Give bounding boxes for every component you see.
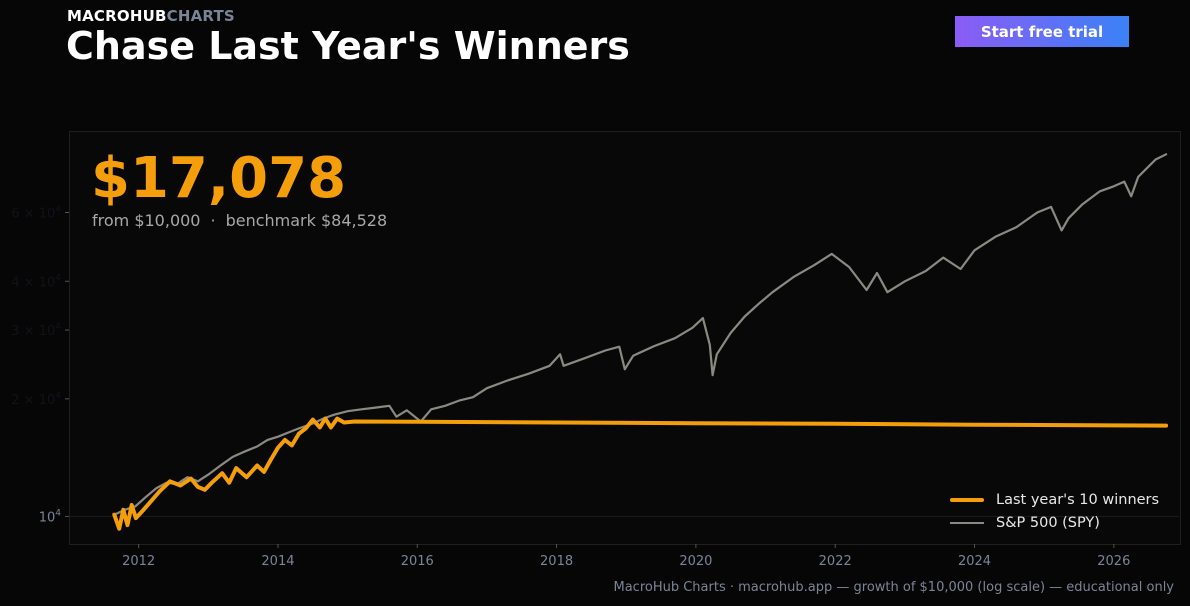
series-line-benchmark [113, 153, 1168, 516]
final-value: $17,078 [91, 146, 347, 211]
x-tick-label: 2022 [819, 554, 852, 569]
y-tick-exponent: 4 [55, 204, 61, 214]
series-line-strategy [112, 416, 1169, 531]
brand-name: MACROHUB [67, 7, 167, 25]
brand-suffix: CHARTS [166, 7, 235, 25]
value-subtitle: from $10,000 · benchmark $84,528 [92, 211, 387, 230]
y-tick-label: 6 × 104 [11, 204, 61, 221]
benchmark-amount: benchmark $84,528 [225, 211, 388, 230]
y-tick-exponent: 4 [55, 322, 61, 332]
x-tick-label: 2024 [958, 554, 991, 569]
x-tick-label: 2014 [261, 554, 294, 569]
y-tick-exponent: 4 [55, 508, 61, 518]
start-amount: from $10,000 [92, 211, 201, 230]
legend-label-benchmark: S&P 500 (SPY) [996, 514, 1100, 531]
y-tick-label: 104 [39, 508, 62, 525]
x-tick-label: 2018 [540, 554, 573, 569]
y-tick-label: 2 × 104 [11, 391, 61, 408]
y-tick-exponent: 4 [55, 391, 61, 401]
legend-swatch-strategy [950, 497, 984, 502]
page-title: Chase Last Year's Winners [66, 24, 630, 68]
y-tick-exponent: 4 [55, 273, 61, 283]
legend-label-strategy: Last year's 10 winners [996, 491, 1160, 508]
x-tick-label: 2026 [1097, 554, 1130, 569]
legend-swatch-benchmark [950, 521, 984, 524]
x-tick-label: 2020 [679, 554, 712, 569]
start-free-trial-button[interactable]: Start free trial [955, 16, 1129, 47]
chart-legend: Last year's 10 winners S&P 500 (SPY) [950, 488, 1159, 534]
brand-logo: MACROHUBCHARTS [67, 7, 235, 25]
separator: · [210, 211, 216, 230]
legend-item-benchmark: S&P 500 (SPY) [950, 511, 1159, 534]
y-tick-label: 3 × 104 [11, 322, 61, 339]
x-tick-label: 2016 [401, 554, 434, 569]
x-axis: 2012 2014 2016 2018 2020 2022 2024 2026 [122, 544, 1130, 569]
y-tick-label: 4 × 104 [11, 273, 61, 290]
y-axis: 104 2 × 104 3 × 104 4 × 104 6 × 104 [11, 204, 1179, 525]
legend-item-strategy: Last year's 10 winners [950, 488, 1159, 511]
footer-note: MacroHub Charts · macrohub.app — growth … [613, 580, 1174, 595]
chart-panel [69, 131, 1181, 545]
series-lines [112, 153, 1169, 531]
x-tick-label: 2012 [122, 554, 155, 569]
